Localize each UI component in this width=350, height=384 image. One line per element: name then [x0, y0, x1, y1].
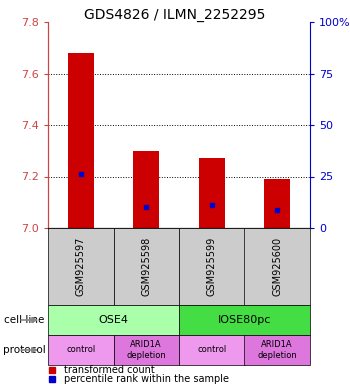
- Text: GSM925598: GSM925598: [141, 237, 151, 296]
- Text: control: control: [197, 346, 226, 354]
- Text: OSE4: OSE4: [98, 315, 128, 325]
- Text: cell line: cell line: [4, 315, 44, 325]
- Text: ARID1A
depletion: ARID1A depletion: [257, 340, 297, 360]
- Text: IOSE80pc: IOSE80pc: [218, 315, 271, 325]
- Bar: [199, 159, 225, 228]
- Text: GDS4826 / ILMN_2252295: GDS4826 / ILMN_2252295: [84, 8, 266, 22]
- Text: control: control: [66, 346, 95, 354]
- Text: GSM925597: GSM925597: [76, 237, 86, 296]
- Bar: [133, 151, 159, 228]
- Bar: [68, 53, 94, 228]
- Text: transformed count: transformed count: [64, 366, 154, 376]
- Text: GSM925600: GSM925600: [272, 237, 282, 296]
- Bar: [264, 179, 290, 228]
- Text: GSM925599: GSM925599: [207, 237, 217, 296]
- Text: percentile rank within the sample: percentile rank within the sample: [64, 374, 229, 384]
- Text: protocol: protocol: [4, 345, 46, 355]
- Text: ARID1A
depletion: ARID1A depletion: [126, 340, 166, 360]
